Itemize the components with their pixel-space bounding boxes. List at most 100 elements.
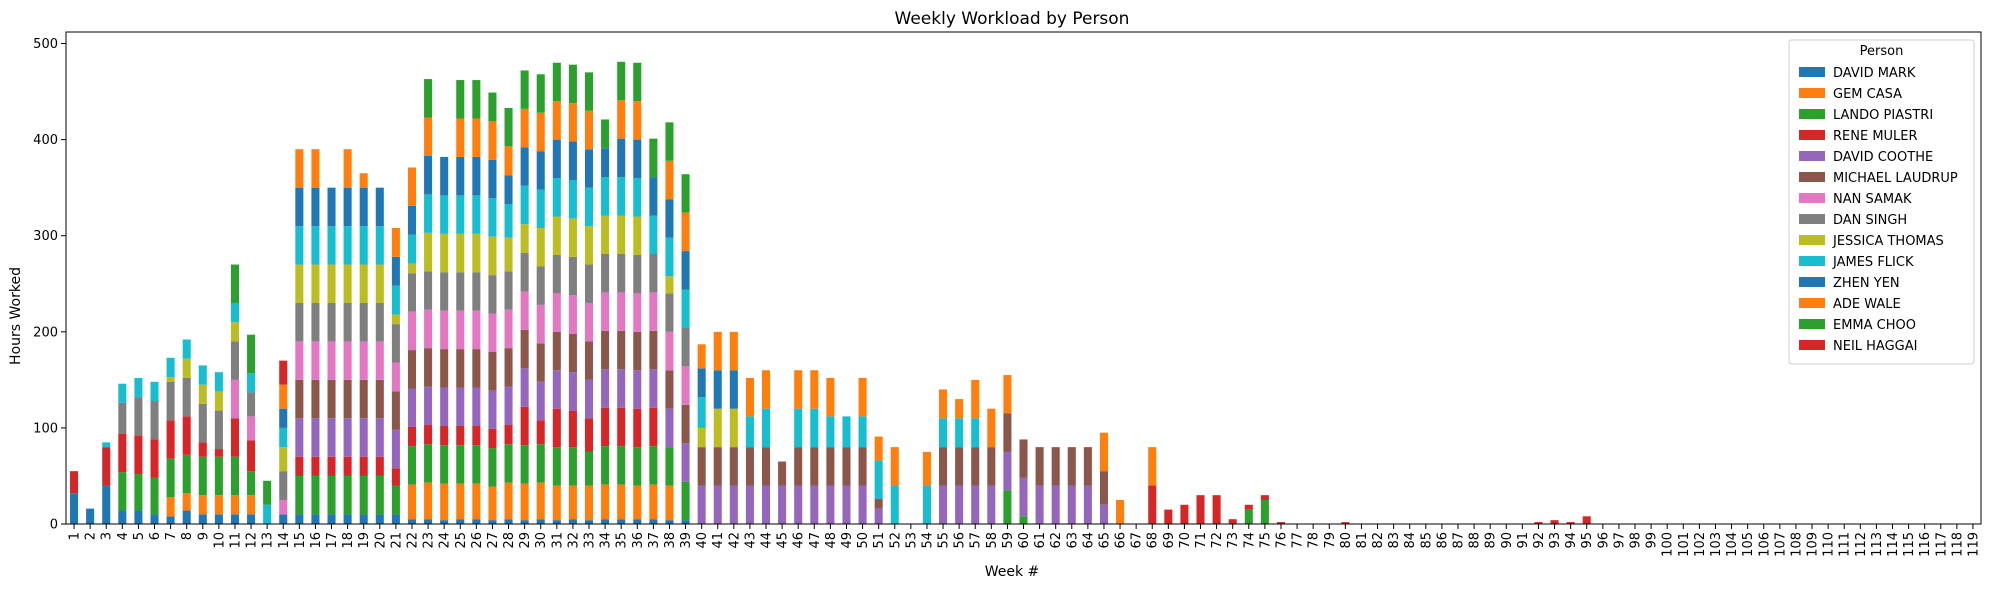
bar-segment: [617, 100, 626, 139]
chart-title: Weekly Workload by Person: [895, 9, 1130, 29]
bar-segment: [649, 215, 658, 254]
bar-segment: [536, 266, 545, 305]
x-tick-label: 89: [1484, 532, 1499, 549]
legend-entry-label: JESSICA THOMAS: [1832, 234, 1944, 249]
bar-segment: [472, 233, 481, 273]
bar-segment: [568, 295, 577, 334]
series-5: [295, 329, 1108, 509]
x-tick-label: 104: [1725, 532, 1740, 557]
bar-segment: [745, 377, 754, 417]
bar-segment: [134, 397, 143, 436]
legend-swatch: [1799, 235, 1825, 245]
bar-segment: [584, 520, 594, 524]
bar-segment: [504, 271, 513, 310]
bar-segment: [279, 408, 288, 428]
bar-segment: [182, 454, 191, 494]
bar-segment: [488, 275, 497, 314]
bar-segment: [552, 101, 561, 140]
bar-segment: [939, 389, 948, 419]
x-tick-label: 93: [1548, 532, 1563, 549]
bar-segment: [552, 370, 561, 409]
legend-entry-label: GEM CASA: [1833, 87, 1902, 102]
bar-segment: [327, 475, 336, 515]
bar-segment: [729, 447, 738, 486]
bar-segment: [327, 226, 336, 265]
bar-segment: [166, 497, 175, 517]
bar-segment: [456, 483, 465, 520]
bar-segment: [536, 444, 545, 483]
bar-segment: [617, 330, 626, 370]
bar-segment: [826, 485, 835, 524]
bar-segment: [230, 264, 239, 303]
bar-segment: [214, 514, 223, 524]
bar-segment: [536, 304, 545, 344]
x-tick-label: 23: [422, 532, 437, 549]
bar-segment: [987, 408, 996, 448]
bar-segment: [617, 253, 626, 293]
bar-segment: [424, 519, 433, 524]
x-tick-label: 17: [325, 532, 340, 549]
bar-segment: [1083, 447, 1092, 486]
legend-entry-label: LANDO PIASTRI: [1833, 108, 1933, 123]
bar-segment: [214, 372, 223, 392]
legend-entry-label: DAVID COOTHE: [1833, 150, 1933, 165]
bar-segment: [1003, 490, 1012, 524]
bar-segment: [584, 341, 594, 380]
bar-segment: [584, 110, 594, 150]
bar-segment: [633, 447, 642, 486]
x-tick-label: 43: [743, 532, 758, 549]
bar-segment: [601, 330, 610, 370]
bar-segment: [359, 341, 368, 380]
bar-segment: [1116, 499, 1125, 524]
bar-segment: [713, 370, 722, 409]
x-tick-label: 64: [1081, 532, 1096, 549]
bar-segment: [504, 482, 513, 520]
x-tick-label: 42: [727, 532, 742, 549]
bar-segment: [874, 436, 883, 461]
legend-entry-label: MICHAEL LAUDRUP: [1833, 171, 1958, 186]
x-tick-label: 38: [663, 532, 678, 549]
bar-segment: [601, 484, 610, 520]
bar-segment: [939, 447, 948, 486]
bar-segment: [504, 237, 513, 272]
bar-segment: [536, 151, 545, 190]
bar-segment: [552, 254, 561, 294]
bar-segment: [375, 379, 384, 419]
x-tick-label: 8: [180, 532, 195, 540]
bar-segment: [472, 445, 481, 484]
bar-segment: [617, 177, 626, 216]
bar-segment: [311, 187, 320, 227]
bar-segment: [343, 302, 352, 342]
bar-segment: [520, 147, 529, 186]
legend-entry-label: NAN SAMAK: [1833, 192, 1912, 207]
x-tick-label: 101: [1677, 532, 1692, 557]
bar-segment: [407, 426, 417, 447]
legend-swatch: [1799, 130, 1825, 140]
bar-segment: [343, 187, 352, 227]
bar-segment: [552, 447, 561, 486]
bar-segment: [552, 62, 561, 102]
legend-entry-label: JAMES FLICK: [1832, 255, 1914, 270]
bar-segment: [391, 485, 400, 515]
bar-segment: [568, 410, 577, 448]
y-tick-label: 300: [33, 229, 58, 244]
bar-segment: [649, 330, 658, 370]
legend-swatch: [1799, 256, 1825, 266]
bar-segment: [295, 475, 304, 515]
bar-segment: [536, 420, 545, 445]
series-4: [295, 368, 1108, 525]
bar-segment: [343, 418, 352, 457]
bar-segment: [617, 215, 626, 254]
bar-segment: [504, 175, 513, 205]
bar-segment: [842, 416, 851, 448]
bar-segment: [520, 224, 529, 254]
bar-segment: [343, 379, 352, 419]
x-tick-label: 15: [293, 532, 308, 549]
bar-segment: [182, 339, 191, 359]
bar-segment: [118, 383, 127, 403]
x-tick-label: 45: [776, 532, 791, 549]
bar-segment: [1067, 447, 1076, 486]
bar-segment: [1550, 520, 1559, 524]
bar-segment: [681, 212, 690, 252]
bar-segment: [407, 446, 417, 485]
